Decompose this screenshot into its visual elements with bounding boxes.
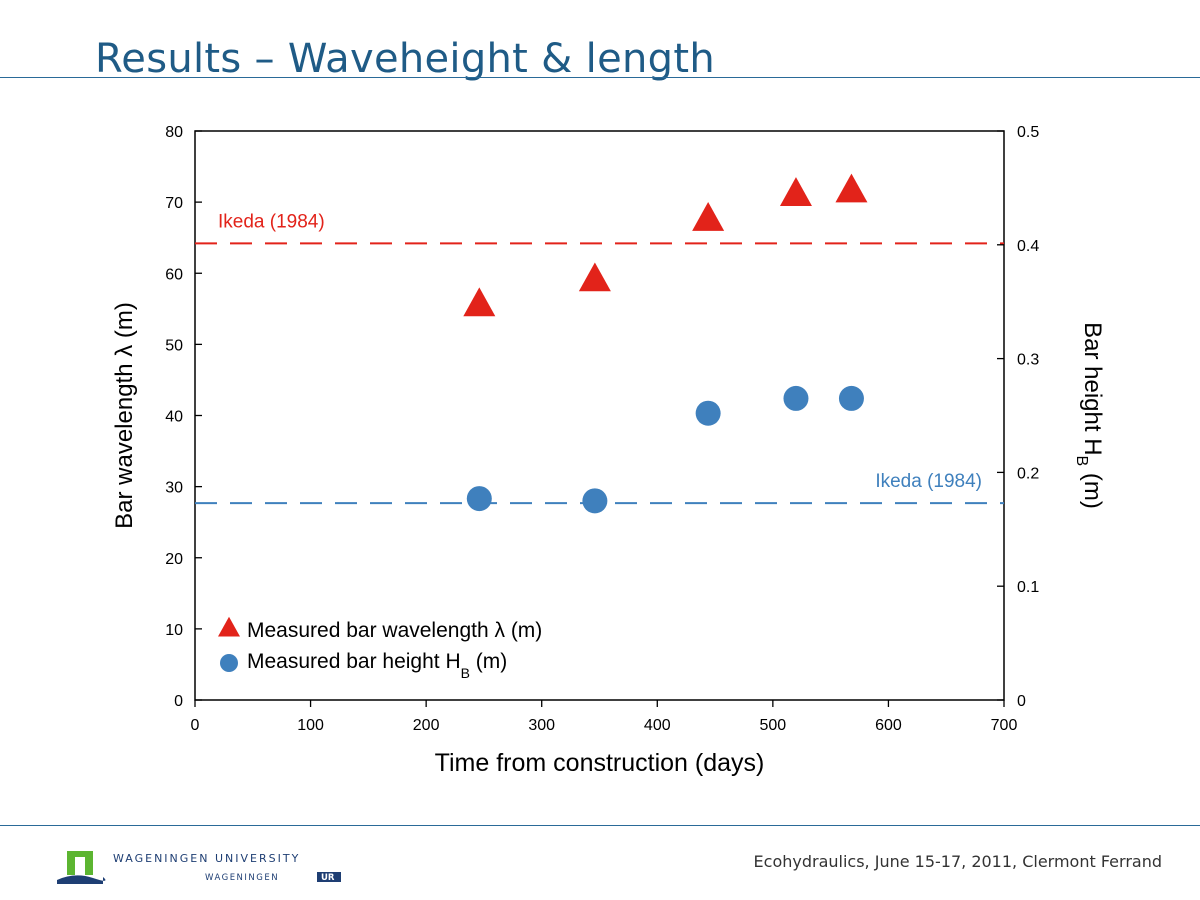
logo-ur-box bbox=[317, 872, 341, 882]
y-left-axis-label: Bar wavelength λ (m) bbox=[111, 302, 138, 529]
footer-text: Ecohydraulics, June 15-17, 2011, Clermon… bbox=[753, 852, 1162, 871]
x-tick-label: 100 bbox=[297, 717, 324, 734]
legend-marker-triangle bbox=[218, 616, 240, 637]
legend-label-height: Measured bar height HB (m) bbox=[247, 650, 507, 681]
y-right-axis-label: Bar height HB (m) bbox=[1073, 322, 1106, 509]
y-left-tick-label: 60 bbox=[165, 266, 183, 283]
y-left-tick-label: 0 bbox=[174, 693, 183, 710]
reference-label-0: Ikeda (1984) bbox=[218, 211, 325, 232]
y-right-tick-label: 0 bbox=[1017, 693, 1026, 710]
footer-divider bbox=[0, 825, 1200, 826]
data-point-triangle bbox=[463, 287, 496, 317]
x-tick-label: 400 bbox=[644, 717, 671, 734]
data-point-triangle bbox=[578, 262, 611, 292]
legend-label-wavelength: Measured bar wavelength λ (m) bbox=[247, 619, 542, 642]
y-left-tick-label: 50 bbox=[165, 337, 183, 354]
data-point-circle bbox=[466, 486, 492, 512]
y-left-tick-label: 40 bbox=[165, 409, 183, 426]
data-point-circle bbox=[582, 488, 608, 514]
y-right-tick-label: 0.1 bbox=[1017, 579, 1039, 596]
y-right-tick-label: 0.2 bbox=[1017, 465, 1039, 482]
y-left-tick-label: 20 bbox=[165, 551, 183, 568]
x-tick-label: 200 bbox=[413, 717, 440, 734]
y-left-tick-label: 30 bbox=[165, 480, 183, 497]
logo-window bbox=[75, 857, 85, 875]
data-point-circle bbox=[838, 385, 864, 411]
data-point-triangle bbox=[779, 177, 812, 206]
reference-label-1: Ikeda (1984) bbox=[875, 471, 982, 492]
x-tick-label: 700 bbox=[991, 717, 1018, 734]
y-right-tick-label: 0.5 bbox=[1017, 124, 1039, 141]
logo-ur: UR bbox=[321, 873, 335, 883]
x-axis-label: Time from construction (days) bbox=[435, 749, 765, 777]
data-point-circle bbox=[695, 400, 721, 426]
wageningen-logo: WAGENINGEN UNIVERSITY WAGENINGEN UR bbox=[57, 851, 341, 884]
title-divider bbox=[0, 77, 1200, 78]
y-right-tick-label: 0.3 bbox=[1017, 352, 1039, 369]
logo-wave-icon bbox=[57, 875, 106, 884]
x-tick-label: 300 bbox=[528, 717, 555, 734]
slide-title: Results – Waveheight & length bbox=[95, 36, 715, 82]
y-left-tick-label: 10 bbox=[165, 622, 183, 639]
y-left-tick-label: 70 bbox=[165, 195, 183, 212]
x-tick-label: 600 bbox=[875, 717, 902, 734]
legend-marker-circle bbox=[220, 654, 238, 672]
logo-line1: WAGENINGEN UNIVERSITY bbox=[113, 852, 300, 865]
logo-line2: WAGENINGEN bbox=[205, 873, 279, 883]
data-point-triangle bbox=[835, 173, 868, 203]
data-point-triangle bbox=[692, 202, 725, 231]
chart: Ikeda (1984)Ikeda (1984)0 100 200 300 400 500… bbox=[111, 124, 1106, 777]
y-right-tick-label: 0.4 bbox=[1017, 238, 1039, 255]
x-tick-label: 0 bbox=[191, 717, 200, 734]
x-tick-label: 500 bbox=[760, 717, 787, 734]
data-point-circle bbox=[783, 385, 809, 411]
y-left-tick-label: 80 bbox=[165, 124, 183, 141]
